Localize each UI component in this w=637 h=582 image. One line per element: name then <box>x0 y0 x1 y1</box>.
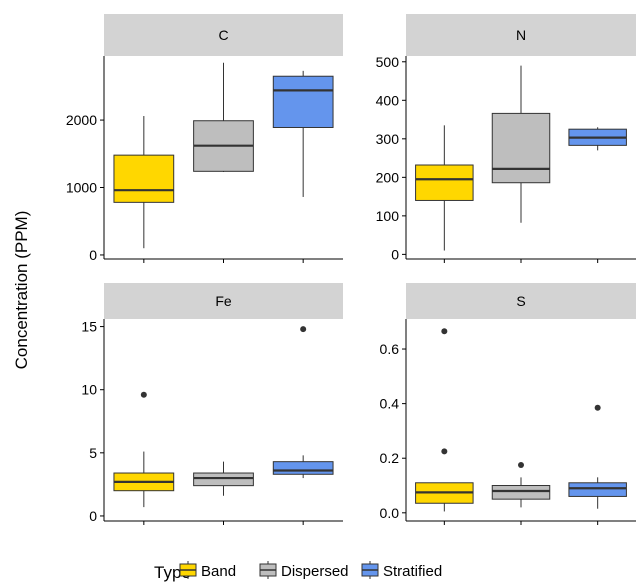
facet-strip <box>104 283 343 319</box>
facet-strip-label: S <box>516 293 525 309</box>
box-dispersed <box>193 461 254 525</box>
y-tick-label: 15 <box>81 319 97 335</box>
facet-strip-label: C <box>218 27 228 43</box>
legend-entry-dispersed: Dispersed <box>259 561 349 580</box>
outlier-point <box>300 326 307 333</box>
box-body <box>415 164 474 201</box>
facet-strip <box>406 283 636 319</box>
legend: Type Band Dispersed Stratified <box>154 561 442 582</box>
facet-strip <box>406 14 636 56</box>
box-dispersed <box>491 65 551 263</box>
y-tick-label: 300 <box>376 131 400 147</box>
facet-panels: C 0 1000 2000 N 0 100 200 300 400 500 Fe 0 5 10 15 S 0.0 0… <box>66 14 636 525</box>
facet-panel-n: N 0 100 200 300 400 500 <box>376 14 636 263</box>
y-tick-label: 0.0 <box>380 505 400 521</box>
outlier-point <box>140 391 147 398</box>
y-tick-label: 400 <box>376 92 400 108</box>
facet-panel-fe: Fe 0 5 10 15 <box>81 283 343 525</box>
box-stratified <box>272 326 334 525</box>
box-body <box>272 461 334 475</box>
box-body <box>272 75 334 128</box>
legend-label: Band <box>201 563 236 580</box>
facet-strip-label: Fe <box>215 293 232 309</box>
y-tick-label: 100 <box>376 208 400 224</box>
legend-label: Dispersed <box>281 563 349 580</box>
facet-strip <box>104 14 343 56</box>
y-tick-label: 1000 <box>66 180 97 196</box>
outlier-point <box>594 404 601 411</box>
box-stratified <box>568 127 627 263</box>
outlier-point <box>441 448 448 455</box>
y-tick-label: 0.6 <box>380 341 400 357</box>
box-body <box>491 112 551 184</box>
y-tick-label: 5 <box>89 445 97 461</box>
legend-label: Stratified <box>383 563 442 580</box>
facet-strip-label: N <box>516 27 526 43</box>
facet-panel-c: C 0 1000 2000 <box>66 14 343 263</box>
y-tick-label: 0.2 <box>380 450 400 466</box>
box-band <box>415 125 474 263</box>
box-body <box>568 482 627 497</box>
box-stratified <box>272 70 334 263</box>
box-band <box>113 391 175 525</box>
y-tick-label: 0.4 <box>380 396 400 412</box>
y-tick-label: 500 <box>376 54 400 70</box>
outlier-point <box>441 328 448 335</box>
box-body <box>113 154 175 203</box>
y-tick-label: 0 <box>89 508 97 524</box>
facet-panel-s: S 0.0 0.2 0.4 0.6 <box>380 283 636 525</box>
box-band <box>113 116 175 263</box>
box-stratified <box>568 404 627 525</box>
y-tick-label: 0 <box>391 246 399 262</box>
box-dispersed <box>193 62 254 263</box>
y-tick-label: 0 <box>89 247 97 263</box>
y-tick-label: 200 <box>376 169 400 185</box>
y-axis-title: Concentration (PPM) <box>12 211 31 370</box>
y-tick-label: 2000 <box>66 112 97 128</box>
legend-entry-band: Band <box>179 561 236 580</box>
box-band <box>415 328 474 525</box>
legend-entry-stratified: Stratified <box>361 561 442 580</box>
box-body <box>193 472 254 487</box>
y-tick-label: 10 <box>81 382 97 398</box>
outlier-point <box>518 462 524 469</box>
box-dispersed <box>491 462 551 525</box>
box-body <box>491 485 551 500</box>
